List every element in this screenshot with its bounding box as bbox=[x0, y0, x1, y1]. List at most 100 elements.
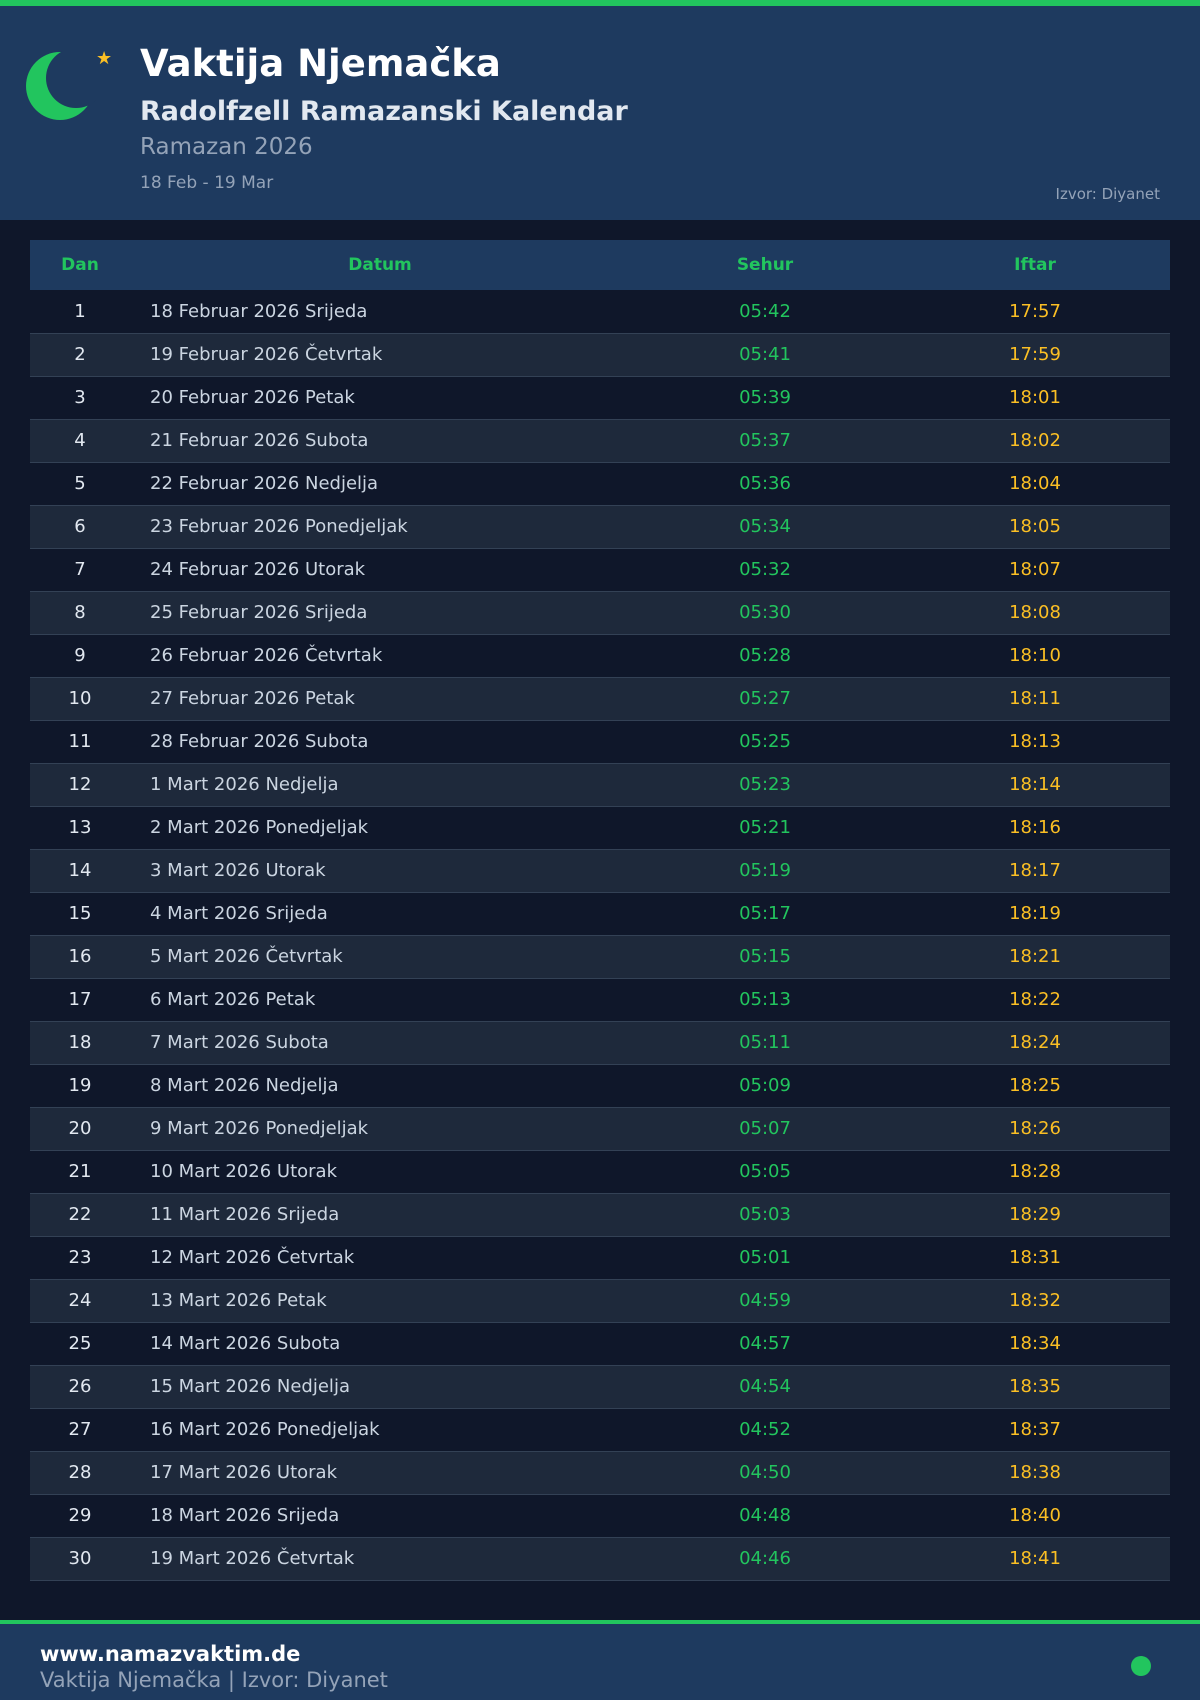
day-number: 19 bbox=[30, 1064, 130, 1108]
date-range: 18 Feb - 19 Mar bbox=[140, 173, 274, 193]
table-row: 18 7 Mart 2026 Subota 05:11 18:24 bbox=[30, 1021, 1170, 1065]
sehur-time: 04:54 bbox=[630, 1365, 900, 1409]
iftar-time: 18:08 bbox=[900, 591, 1170, 635]
footer: www.namazvaktim.de Vaktija Njemačka | Iz… bbox=[0, 1624, 1200, 1700]
sehur-time: 05:37 bbox=[630, 419, 900, 463]
date: 3 Mart 2026 Utorak bbox=[130, 849, 630, 893]
sehur-time: 04:52 bbox=[630, 1408, 900, 1452]
date: 25 Februar 2026 Srijeda bbox=[130, 591, 630, 635]
iftar-time: 18:16 bbox=[900, 806, 1170, 850]
sehur-time: 05:01 bbox=[630, 1236, 900, 1280]
day-number: 4 bbox=[30, 419, 130, 463]
table-row: 20 9 Mart 2026 Ponedjeljak 05:07 18:26 bbox=[30, 1107, 1170, 1151]
sehur-time: 05:07 bbox=[630, 1107, 900, 1151]
table-row: 16 5 Mart 2026 Četvrtak 05:15 18:21 bbox=[30, 935, 1170, 979]
sehur-time: 05:27 bbox=[630, 677, 900, 721]
date: 6 Mart 2026 Petak bbox=[130, 978, 630, 1022]
sehur-time: 05:03 bbox=[630, 1193, 900, 1237]
sehur-time: 05:21 bbox=[630, 806, 900, 850]
date: 9 Mart 2026 Ponedjeljak bbox=[130, 1107, 630, 1151]
date: 14 Mart 2026 Subota bbox=[130, 1322, 630, 1366]
sehur-time: 05:32 bbox=[630, 548, 900, 592]
day-number: 21 bbox=[30, 1150, 130, 1194]
sehur-time: 05:36 bbox=[630, 462, 900, 506]
day-number: 12 bbox=[30, 763, 130, 807]
day-number: 5 bbox=[30, 462, 130, 506]
table-row: 8 25 Februar 2026 Srijeda 05:30 18:08 bbox=[30, 591, 1170, 635]
sehur-time: 05:39 bbox=[630, 376, 900, 420]
table-row: 27 16 Mart 2026 Ponedjeljak 04:52 18:37 bbox=[30, 1408, 1170, 1452]
day-number: 26 bbox=[30, 1365, 130, 1409]
date: 8 Mart 2026 Nedjelja bbox=[130, 1064, 630, 1108]
table-row: 7 24 Februar 2026 Utorak 05:32 18:07 bbox=[30, 548, 1170, 592]
table-row: 10 27 Februar 2026 Petak 05:27 18:11 bbox=[30, 677, 1170, 721]
table-row: 11 28 Februar 2026 Subota 05:25 18:13 bbox=[30, 720, 1170, 764]
sehur-time: 05:11 bbox=[630, 1021, 900, 1065]
table-row: 28 17 Mart 2026 Utorak 04:50 18:38 bbox=[30, 1451, 1170, 1495]
date: 20 Februar 2026 Petak bbox=[130, 376, 630, 420]
sehur-time: 05:41 bbox=[630, 333, 900, 377]
iftar-time: 18:17 bbox=[900, 849, 1170, 893]
green-dot-icon bbox=[1131, 1656, 1151, 1676]
day-number: 16 bbox=[30, 935, 130, 979]
column-header-sehur: Sehur bbox=[630, 240, 900, 290]
table-row: 19 8 Mart 2026 Nedjelja 05:09 18:25 bbox=[30, 1064, 1170, 1108]
sehur-time: 05:34 bbox=[630, 505, 900, 549]
sehur-time: 04:59 bbox=[630, 1279, 900, 1323]
sehur-time: 05:28 bbox=[630, 634, 900, 678]
date: 23 Februar 2026 Ponedjeljak bbox=[130, 505, 630, 549]
date: 27 Februar 2026 Petak bbox=[130, 677, 630, 721]
header: ★ Vaktija Njemačka Radolfzell Ramazanski… bbox=[0, 6, 1200, 220]
table-row: 4 21 Februar 2026 Subota 05:37 18:02 bbox=[30, 419, 1170, 463]
date: 22 Februar 2026 Nedjelja bbox=[130, 462, 630, 506]
day-number: 30 bbox=[30, 1537, 130, 1581]
day-number: 24 bbox=[30, 1279, 130, 1323]
table-row: 1 18 Februar 2026 Srijeda 05:42 17:57 bbox=[30, 290, 1170, 334]
table-row: 2 19 Februar 2026 Četvrtak 05:41 17:59 bbox=[30, 333, 1170, 377]
day-number: 27 bbox=[30, 1408, 130, 1452]
day-number: 22 bbox=[30, 1193, 130, 1237]
table-row: 3 20 Februar 2026 Petak 05:39 18:01 bbox=[30, 376, 1170, 420]
date: 2 Mart 2026 Ponedjeljak bbox=[130, 806, 630, 850]
website-link[interactable]: www.namazvaktim.de bbox=[40, 1642, 301, 1666]
iftar-time: 18:05 bbox=[900, 505, 1170, 549]
iftar-time: 18:34 bbox=[900, 1322, 1170, 1366]
iftar-time: 18:32 bbox=[900, 1279, 1170, 1323]
table-row: 17 6 Mart 2026 Petak 05:13 18:22 bbox=[30, 978, 1170, 1022]
day-number: 3 bbox=[30, 376, 130, 420]
footer-accent-line bbox=[0, 1620, 1200, 1624]
date: 19 Mart 2026 Četvrtak bbox=[130, 1537, 630, 1581]
table-row: 29 18 Mart 2026 Srijeda 04:48 18:40 bbox=[30, 1494, 1170, 1538]
sehur-time: 04:46 bbox=[630, 1537, 900, 1581]
date: 19 Februar 2026 Četvrtak bbox=[130, 333, 630, 377]
date: 28 Februar 2026 Subota bbox=[130, 720, 630, 764]
iftar-time: 18:10 bbox=[900, 634, 1170, 678]
iftar-time: 17:57 bbox=[900, 290, 1170, 334]
sehur-time: 05:13 bbox=[630, 978, 900, 1022]
date: 24 Februar 2026 Utorak bbox=[130, 548, 630, 592]
sehur-time: 05:30 bbox=[630, 591, 900, 635]
sehur-time: 05:09 bbox=[630, 1064, 900, 1108]
date: 13 Mart 2026 Petak bbox=[130, 1279, 630, 1323]
day-number: 2 bbox=[30, 333, 130, 377]
table-row: 26 15 Mart 2026 Nedjelja 04:54 18:35 bbox=[30, 1365, 1170, 1409]
iftar-time: 18:25 bbox=[900, 1064, 1170, 1108]
table-row: 30 19 Mart 2026 Četvrtak 04:46 18:41 bbox=[30, 1537, 1170, 1581]
day-number: 29 bbox=[30, 1494, 130, 1538]
table-row: 14 3 Mart 2026 Utorak 05:19 18:17 bbox=[30, 849, 1170, 893]
date: 5 Mart 2026 Četvrtak bbox=[130, 935, 630, 979]
star-icon: ★ bbox=[96, 48, 113, 69]
column-header-dan: Dan bbox=[30, 240, 130, 290]
sehur-time: 05:17 bbox=[630, 892, 900, 936]
day-number: 10 bbox=[30, 677, 130, 721]
iftar-time: 18:19 bbox=[900, 892, 1170, 936]
table-row: 12 1 Mart 2026 Nedjelja 05:23 18:14 bbox=[30, 763, 1170, 807]
iftar-time: 18:14 bbox=[900, 763, 1170, 807]
day-number: 25 bbox=[30, 1322, 130, 1366]
day-number: 11 bbox=[30, 720, 130, 764]
table-row: 24 13 Mart 2026 Petak 04:59 18:32 bbox=[30, 1279, 1170, 1323]
day-number: 20 bbox=[30, 1107, 130, 1151]
iftar-time: 18:38 bbox=[900, 1451, 1170, 1495]
sehur-time: 05:19 bbox=[630, 849, 900, 893]
iftar-time: 18:04 bbox=[900, 462, 1170, 506]
